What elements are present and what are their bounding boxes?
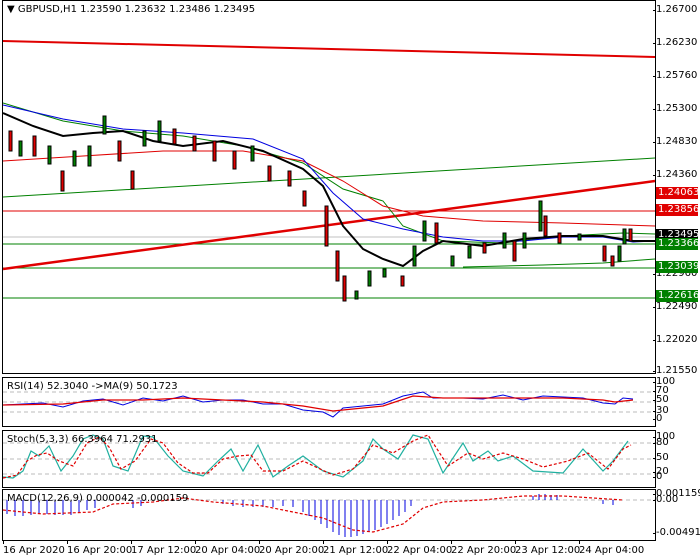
rsi-tick: 30 — [653, 405, 669, 416]
price-tick: 1.26700 — [652, 4, 698, 15]
time-tick: 16 Apr 20:00 — [67, 540, 133, 556]
price-tick: 1.24360 — [652, 169, 698, 180]
support-level-tag: 1.23366 — [656, 238, 700, 250]
price-tick: 1.22020 — [652, 334, 698, 345]
macd-label: MACD(12,26,9) 0.000042 -0.000159 — [7, 493, 189, 504]
stoch-tick: 100 — [652, 431, 676, 442]
time-tick: 20 Apr 20:00 — [259, 540, 325, 556]
rsi-axis: 100 70 50 30 0 — [652, 376, 700, 425]
price-axis[interactable]: 1.26700 1.26230 1.25760 1.25300 1.24830 … — [652, 0, 700, 376]
rsi-tick: 0 — [652, 413, 663, 424]
macd-plot — [3, 494, 655, 537]
stoch-tick: 80 — [653, 437, 669, 448]
stoch-tick: 0 — [652, 471, 663, 482]
price-tick: 1.22960 — [652, 268, 698, 279]
rsi-label: RSI(14) 52.3040 ->MA(9) 50.1723 — [7, 381, 178, 392]
stoch-tick: 20 — [653, 466, 669, 477]
macd-tick: 0.00 — [652, 494, 679, 505]
stoch-axis: 100 80 50 20 0 — [652, 430, 700, 486]
rsi-tick: 50 — [653, 394, 669, 405]
price-tick: 1.22490 — [652, 301, 698, 312]
macd-tick: 0.001159 — [653, 489, 700, 499]
resistance-level-tag: 1.24063 — [656, 187, 700, 199]
price-tick: 1.25300 — [652, 103, 698, 114]
macd-tick: -0.004913 — [652, 528, 700, 538]
time-tick: 21 Apr 12:00 — [323, 540, 389, 556]
chart-title: ▼ GBPUSD,H1 1.23590 1.23632 1.23486 1.23… — [7, 4, 256, 15]
rsi-tick: 100 — [652, 376, 676, 387]
rsi-panel[interactable]: RSI(14) 52.3040 ->MA(9) 50.1723 — [2, 377, 656, 427]
stoch-tick: 50 — [653, 452, 669, 463]
macd-panel[interactable]: MACD(12,26,9) 0.000042 -0.000159 — [2, 489, 656, 541]
main-price-chart[interactable]: ▼ GBPUSD,H1 1.23590 1.23632 1.23486 1.23… — [2, 0, 656, 374]
stoch-label: Stoch(5,3,3) 66.3964 71.2931 — [7, 434, 158, 445]
support-level-tag: 1.22616 — [656, 290, 700, 302]
price-tick: 1.25760 — [652, 70, 698, 81]
support-level-tag: 1.23039 — [656, 261, 700, 273]
resistance-level-tag: 1.23856 — [656, 204, 700, 216]
macd-axis: 0.001159 0.00 -0.004913 — [652, 489, 700, 539]
price-tick: 1.24830 — [652, 136, 698, 147]
rsi-tick: 70 — [653, 385, 669, 396]
time-tick: 17 Apr 12:00 — [131, 540, 197, 556]
time-tick: 16 Apr 2020 — [3, 540, 65, 556]
price-tick: 1.26230 — [652, 37, 698, 48]
time-tick: 23 Apr 12:00 — [515, 540, 581, 556]
rsi-plot — [3, 391, 655, 418]
time-tick: 24 Apr 04:00 — [579, 540, 645, 556]
stochastic-panel[interactable]: Stoch(5,3,3) 66.3964 71.2931 — [2, 430, 656, 488]
price-tick: 1.21550 — [652, 365, 698, 376]
stoch-plot — [3, 434, 655, 479]
price-plot — [3, 40, 655, 302]
time-axis[interactable]: 16 Apr 2020 16 Apr 20:00 17 Apr 12:00 20… — [0, 540, 700, 560]
time-tick: 22 Apr 20:00 — [451, 540, 517, 556]
time-tick: 20 Apr 04:00 — [195, 540, 261, 556]
time-tick: 22 Apr 04:00 — [387, 540, 453, 556]
